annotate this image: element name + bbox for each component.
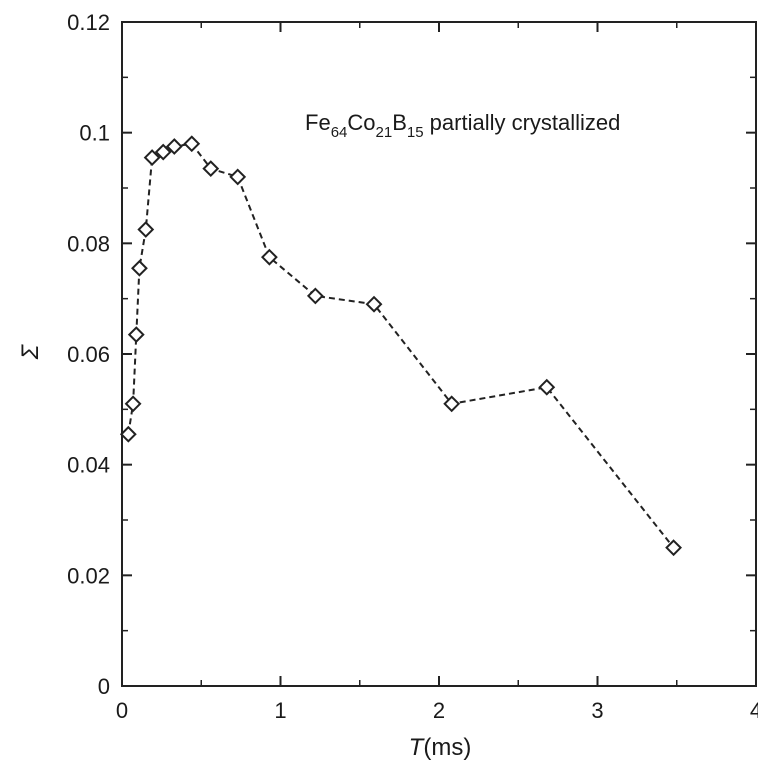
y-tick-label: 0.08: [67, 231, 110, 256]
data-point: [365, 295, 383, 313]
data-point: [119, 425, 137, 443]
data-point: [131, 259, 148, 277]
data-point: [143, 149, 161, 166]
data-series: [119, 135, 682, 557]
data-point: [137, 221, 155, 238]
annotation-text: Co: [347, 110, 375, 135]
annotation-text: Fe: [305, 110, 331, 135]
x-tick-label: 0: [116, 698, 128, 723]
data-point: [538, 378, 556, 396]
x-tick-label: 1: [274, 698, 286, 723]
y-tick-label: 0.04: [67, 453, 110, 478]
data-point: [260, 248, 278, 266]
data-point: [306, 287, 324, 305]
data-point: [154, 143, 172, 161]
x-axis-symbol: T: [409, 734, 426, 761]
data-point: [443, 395, 461, 413]
x-tick-label: 2: [433, 698, 445, 723]
y-tick-label: 0: [98, 674, 110, 699]
annotation-text: partially crystallized: [424, 110, 621, 135]
data-point: [124, 395, 142, 413]
x-tick-label: 3: [591, 698, 603, 723]
annotation-text: B: [392, 110, 407, 135]
y-tick-label: 0.1: [79, 121, 110, 146]
data-point: [165, 138, 183, 155]
data-point: [229, 168, 247, 186]
annotation-subscript: 21: [376, 124, 393, 141]
y-axis-title: Σ: [17, 343, 44, 360]
y-tick-label: 0.02: [67, 563, 110, 588]
y-tick-label: 0.06: [67, 342, 110, 367]
x-tick-label: 4: [750, 698, 758, 723]
series-annotation: Fe64Co21B15 partially crystallized: [305, 110, 620, 141]
x-axis-unit: (ms): [423, 734, 471, 761]
annotation-subscript: 15: [407, 124, 424, 141]
tick-labels: 0 1 2 3 4 0 0.02 0.04 0.06 0.08 0.1 0.12: [67, 10, 758, 723]
series-line: [127, 142, 675, 549]
x-axis-title: T(ms): [409, 734, 472, 761]
data-point: [183, 135, 201, 153]
data-point: [202, 160, 220, 178]
annotation-subscript: 64: [331, 124, 348, 141]
y-tick-label: 0.12: [67, 10, 110, 35]
data-point: [665, 539, 682, 557]
axis-ticks: [121, 21, 757, 687]
data-point: [127, 326, 145, 344]
